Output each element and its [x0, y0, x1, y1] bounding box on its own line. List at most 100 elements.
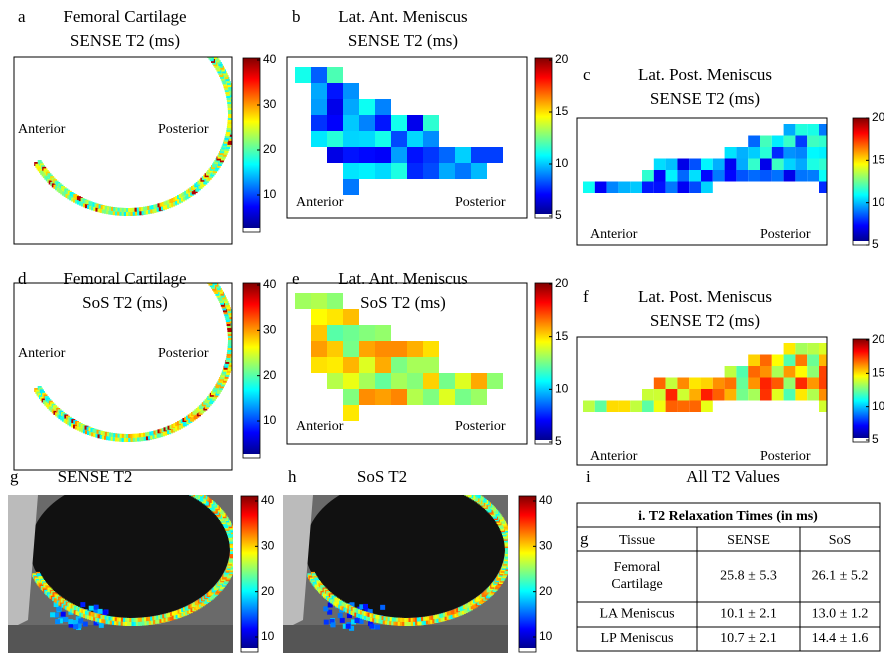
heat-cell — [413, 621, 417, 626]
heat-cell — [467, 488, 471, 492]
colorbar — [241, 496, 258, 648]
heat-cell — [807, 124, 819, 136]
heat-cell — [185, 255, 189, 259]
heat-cell — [150, 435, 155, 440]
heat-cell — [53, 602, 59, 608]
table-header: SoS — [829, 533, 852, 548]
heat-cell — [455, 163, 471, 179]
heat-cell — [464, 495, 469, 496]
heatmap — [583, 343, 827, 412]
heat-cell — [202, 48, 206, 52]
heat-cell — [452, 486, 456, 490]
heat-cell — [100, 205, 105, 209]
heat-cell — [748, 389, 760, 401]
heat-cell — [407, 131, 423, 147]
panel-title: SoS T2 (ms) — [360, 293, 446, 312]
heat-cell — [123, 438, 128, 442]
table-heading: All T2 Values — [686, 467, 780, 486]
heat-cell — [461, 490, 465, 494]
heat-cell — [343, 405, 359, 421]
heat-cell — [807, 354, 819, 366]
heat-cell — [194, 35, 198, 39]
heat-cell — [230, 323, 232, 328]
heat-cell — [137, 211, 142, 216]
heat-cell — [188, 491, 192, 495]
colorbar-tick-label: 10 — [263, 413, 277, 427]
heat-cell — [198, 495, 203, 497]
heat-cell — [134, 207, 139, 212]
heat-cell — [140, 433, 145, 437]
heat-cell — [130, 207, 135, 212]
heat-cell — [126, 434, 130, 438]
heat-cell — [171, 484, 175, 488]
heat-cell — [195, 262, 199, 266]
heat-cell — [771, 354, 784, 366]
heat-cell — [343, 325, 359, 341]
heat-cell — [441, 483, 445, 487]
region-label: Posterior — [455, 419, 506, 434]
heat-cell — [186, 486, 190, 490]
heat-cell — [404, 622, 409, 626]
heat-cell — [391, 341, 407, 357]
heat-cell — [795, 343, 808, 355]
heat-cell — [375, 389, 391, 405]
heat-cell — [101, 435, 106, 440]
heat-cell — [145, 432, 150, 437]
heat-cell — [398, 617, 402, 622]
colorbar-tick-label: 20 — [555, 52, 569, 66]
heat-cell — [203, 275, 207, 279]
table-cell: 26.1 ± 5.2 — [812, 569, 869, 584]
heat-cell — [97, 608, 103, 614]
heat-cell — [143, 436, 148, 441]
heat-cell — [109, 432, 113, 437]
heat-cell — [194, 267, 198, 271]
heat-cell — [113, 433, 118, 438]
heat-cell — [295, 293, 311, 309]
heat-cell — [150, 620, 155, 625]
heat-cell — [327, 293, 343, 309]
heat-cell — [130, 211, 135, 216]
heat-cell — [133, 618, 138, 622]
heat-cell — [677, 377, 690, 389]
heat-cell — [807, 135, 819, 147]
heat-cell — [423, 163, 439, 179]
heat-cell — [343, 131, 359, 147]
heat-cell — [108, 436, 113, 441]
heat-cell — [111, 207, 116, 211]
heat-cell — [95, 617, 100, 622]
heat-cell — [153, 204, 158, 209]
heat-cell — [173, 485, 177, 489]
heat-cell — [145, 436, 150, 441]
heat-cell — [189, 37, 193, 41]
heat-cell — [423, 620, 428, 625]
heat-cell — [783, 343, 796, 355]
heat-cell — [375, 115, 391, 131]
heat-cell — [119, 433, 124, 438]
heat-cell — [76, 623, 82, 629]
panel-title: SoS T2 — [357, 467, 407, 486]
heat-cell — [183, 28, 187, 32]
heat-cell — [423, 131, 439, 147]
panel-title: SENSE T2 (ms) — [70, 31, 180, 50]
heat-cell — [57, 618, 63, 624]
heat-cell — [423, 115, 439, 131]
heat-cell — [84, 430, 89, 435]
heat-cell — [229, 89, 232, 94]
heat-cell — [351, 619, 357, 625]
heat-cell — [148, 620, 153, 625]
heat-cell — [448, 481, 452, 485]
heat-cell — [232, 536, 233, 541]
heat-cell — [701, 158, 713, 170]
heat-cell — [329, 619, 335, 625]
heat-cell — [154, 434, 159, 439]
heat-cell — [192, 488, 196, 492]
panel-letter: e — [292, 269, 300, 288]
colorbar-tick-label: 20 — [261, 584, 275, 598]
heat-cell — [184, 259, 188, 263]
heat-cell — [819, 181, 827, 193]
heat-cell — [102, 205, 107, 210]
heat-cell — [439, 373, 455, 389]
heat-cell — [783, 389, 796, 401]
heat-cell — [158, 207, 163, 212]
heat-cell — [208, 48, 212, 52]
